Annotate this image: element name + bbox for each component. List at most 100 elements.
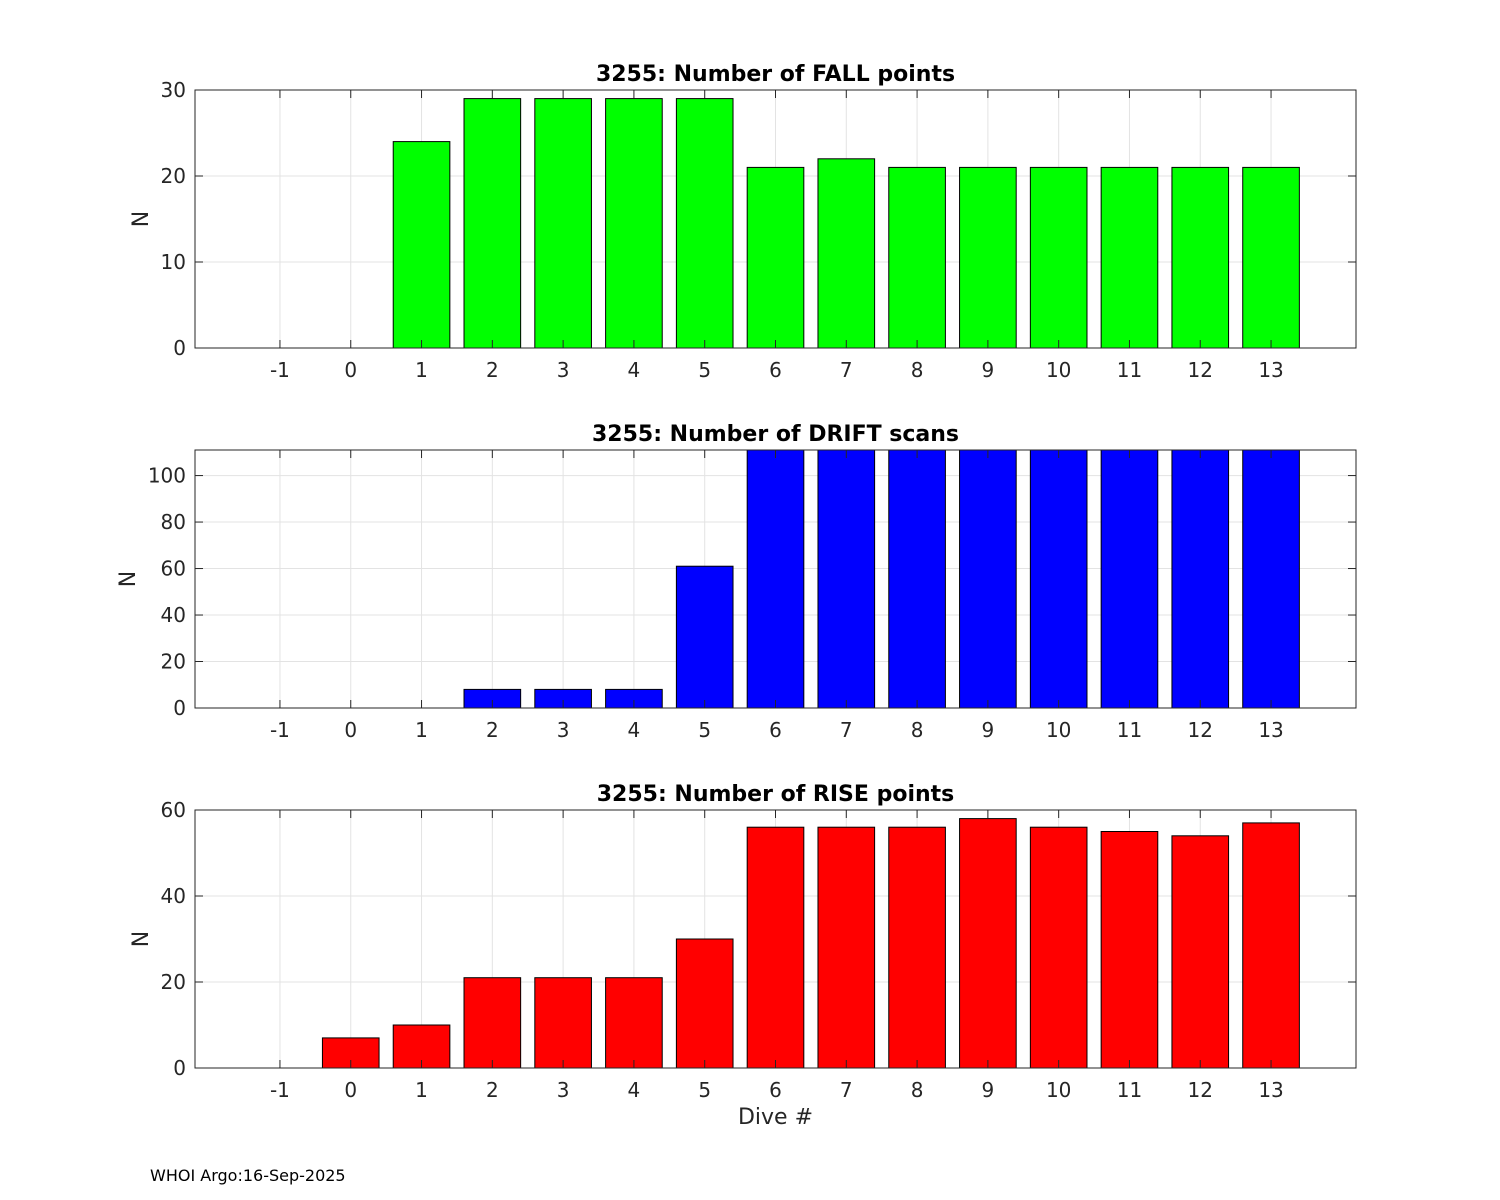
y-tick-label: 30 bbox=[161, 78, 186, 102]
x-tick-label: 7 bbox=[840, 718, 853, 742]
bar-dive-8 bbox=[888, 166, 946, 349]
x-tick-label: 3 bbox=[557, 718, 570, 742]
x-tick-label: 5 bbox=[698, 358, 711, 382]
x-tick-label: 3 bbox=[557, 358, 570, 382]
bar-dive-9 bbox=[959, 449, 1017, 709]
x-tick-label: 6 bbox=[769, 1078, 782, 1102]
x-tick-label: 10 bbox=[1046, 1078, 1071, 1102]
y-axis-label: N bbox=[116, 571, 141, 587]
y-tick-label: 60 bbox=[161, 798, 186, 822]
x-axis-label: Dive # bbox=[738, 1105, 813, 1130]
y-tick-label: 0 bbox=[173, 336, 186, 360]
x-tick-label: 10 bbox=[1046, 718, 1071, 742]
bar-dive-2 bbox=[463, 98, 522, 349]
x-tick-label: 13 bbox=[1258, 358, 1283, 382]
x-tick-label: 2 bbox=[486, 358, 499, 382]
y-tick-label: 10 bbox=[161, 250, 186, 274]
y-axis-label: N bbox=[129, 931, 154, 947]
y-tick-label: 40 bbox=[161, 884, 186, 908]
x-tick-label: 4 bbox=[628, 1078, 641, 1102]
x-tick-label: 9 bbox=[982, 718, 995, 742]
x-tick-label: 2 bbox=[486, 718, 499, 742]
x-tick-label: 1 bbox=[415, 1078, 428, 1102]
bar-dive-4 bbox=[605, 98, 663, 349]
x-tick-label: 5 bbox=[698, 1078, 711, 1102]
y-tick-label: 0 bbox=[173, 696, 186, 720]
x-tick-label: 1 bbox=[415, 358, 428, 382]
x-tick-label: -1 bbox=[270, 358, 290, 382]
x-tick-label: 6 bbox=[769, 718, 782, 742]
bar-dive-12 bbox=[1171, 166, 1230, 349]
bar-dive-3 bbox=[534, 977, 592, 1069]
bar-dive-13 bbox=[1242, 449, 1300, 709]
bar-dive-1 bbox=[392, 141, 451, 349]
y-tick-label: 40 bbox=[161, 603, 186, 627]
bar-dive-7 bbox=[817, 449, 876, 709]
x-tick-label: -1 bbox=[270, 718, 290, 742]
bar-dive-5 bbox=[675, 565, 734, 709]
x-tick-label: 11 bbox=[1117, 358, 1142, 382]
x-tick-label: 9 bbox=[982, 1078, 995, 1102]
x-tick-label: 7 bbox=[840, 1078, 853, 1102]
bar-dive-5 bbox=[675, 98, 734, 349]
y-axis-label: N bbox=[129, 211, 154, 227]
bar-dive-13 bbox=[1242, 822, 1300, 1069]
y-tick-label: 60 bbox=[161, 557, 186, 581]
bar-dive-7 bbox=[817, 826, 876, 1069]
y-tick-label: 80 bbox=[161, 510, 186, 534]
bar-dive-9 bbox=[959, 166, 1017, 349]
x-tick-label: 4 bbox=[628, 358, 641, 382]
bar-dive-2 bbox=[463, 977, 522, 1069]
x-tick-label: 12 bbox=[1188, 1078, 1213, 1102]
x-tick-label: 11 bbox=[1117, 718, 1142, 742]
bar-dive-13 bbox=[1242, 166, 1300, 349]
x-tick-label: 13 bbox=[1258, 718, 1283, 742]
bar-dive-10 bbox=[1029, 449, 1088, 709]
bar-dive-6 bbox=[746, 449, 805, 709]
x-tick-label: 0 bbox=[344, 1078, 357, 1102]
x-tick-label: 2 bbox=[486, 1078, 499, 1102]
x-tick-label: 8 bbox=[911, 718, 924, 742]
bar-dive-6 bbox=[746, 166, 805, 349]
bar-dive-6 bbox=[746, 826, 805, 1069]
bar-dive-8 bbox=[888, 449, 946, 709]
bar-dive-9 bbox=[959, 818, 1017, 1069]
bar-dive-8 bbox=[888, 826, 946, 1069]
y-tick-label: 20 bbox=[161, 164, 186, 188]
y-tick-label: 20 bbox=[161, 970, 186, 994]
x-tick-label: 9 bbox=[982, 358, 995, 382]
footer-timestamp: WHOI Argo:16-Sep-2025 bbox=[150, 1166, 346, 1185]
x-tick-label: 12 bbox=[1188, 358, 1213, 382]
bar-dive-10 bbox=[1029, 166, 1088, 349]
bar-dive-3 bbox=[534, 98, 592, 349]
x-tick-label: 0 bbox=[344, 358, 357, 382]
bar-dive-4 bbox=[605, 977, 663, 1069]
x-tick-label: 8 bbox=[911, 358, 924, 382]
x-tick-label: 12 bbox=[1188, 718, 1213, 742]
bar-dive-11 bbox=[1100, 831, 1159, 1069]
x-tick-label: 10 bbox=[1046, 358, 1071, 382]
chart-title: 3255: Number of RISE points bbox=[597, 782, 955, 807]
bar-dive-10 bbox=[1029, 826, 1088, 1069]
bar-dive-11 bbox=[1100, 166, 1159, 349]
x-tick-label: 0 bbox=[344, 718, 357, 742]
y-tick-label: 0 bbox=[173, 1056, 186, 1080]
bar-dive-12 bbox=[1171, 835, 1230, 1069]
y-tick-label: 100 bbox=[148, 464, 186, 488]
x-tick-label: 6 bbox=[769, 358, 782, 382]
bar-dive-7 bbox=[817, 158, 876, 349]
chart-title: 3255: Number of FALL points bbox=[596, 62, 955, 87]
bar-dive-5 bbox=[675, 938, 734, 1069]
x-tick-label: -1 bbox=[270, 1078, 290, 1102]
x-tick-label: 13 bbox=[1258, 1078, 1283, 1102]
x-tick-label: 5 bbox=[698, 718, 711, 742]
x-tick-label: 4 bbox=[628, 718, 641, 742]
y-tick-label: 20 bbox=[161, 650, 186, 674]
x-tick-label: 7 bbox=[840, 358, 853, 382]
x-tick-label: 3 bbox=[557, 1078, 570, 1102]
x-tick-label: 1 bbox=[415, 718, 428, 742]
